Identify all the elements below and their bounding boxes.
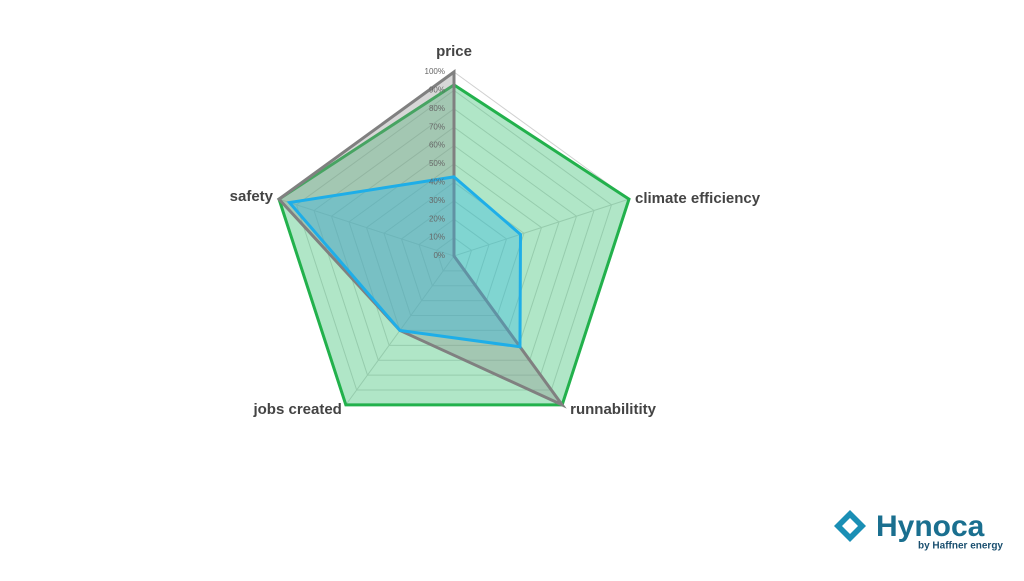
- grid-ring: [348, 144, 560, 346]
- r-tick-label: 70%: [429, 122, 445, 131]
- grid-ring: [383, 181, 525, 317]
- axis-label: runnabilitity: [570, 401, 656, 418]
- r-tick-label: 90%: [429, 86, 445, 95]
- grid-ring: [365, 163, 543, 331]
- grid-ring: [313, 108, 595, 376]
- r-tick-label: 80%: [429, 104, 445, 113]
- grid-ring: [418, 218, 490, 287]
- r-tick-label: 40%: [429, 178, 445, 187]
- axis-label: price: [436, 43, 472, 60]
- logo-tagline: by Haffner energy: [918, 541, 1003, 552]
- grid-ring: [330, 126, 578, 361]
- grid-ring: [295, 89, 613, 391]
- grid-ring: [400, 200, 508, 302]
- grid-ring: [435, 236, 473, 272]
- r-tick-label: 10%: [429, 233, 445, 242]
- axis-label: safety: [230, 188, 274, 205]
- axis-label: jobs created: [252, 401, 341, 418]
- r-tick-label: 100%: [425, 67, 445, 76]
- series-area: [276, 69, 567, 409]
- r-tick-label: 30%: [429, 196, 445, 205]
- axis-label: climate efficiency: [635, 190, 761, 207]
- series-area: [286, 175, 523, 349]
- r-tick-label: 50%: [429, 159, 445, 168]
- logo-name: Hynoca: [876, 510, 985, 543]
- r-tick-label: 20%: [429, 214, 445, 223]
- spoke: [278, 198, 455, 257]
- r-tick-label: 0%: [433, 251, 445, 260]
- spoke: [453, 198, 630, 257]
- r-tick-label: 60%: [429, 141, 445, 150]
- logo-mark-inner: [842, 518, 858, 534]
- logo: Hynoca by Haffner energy: [834, 510, 1003, 552]
